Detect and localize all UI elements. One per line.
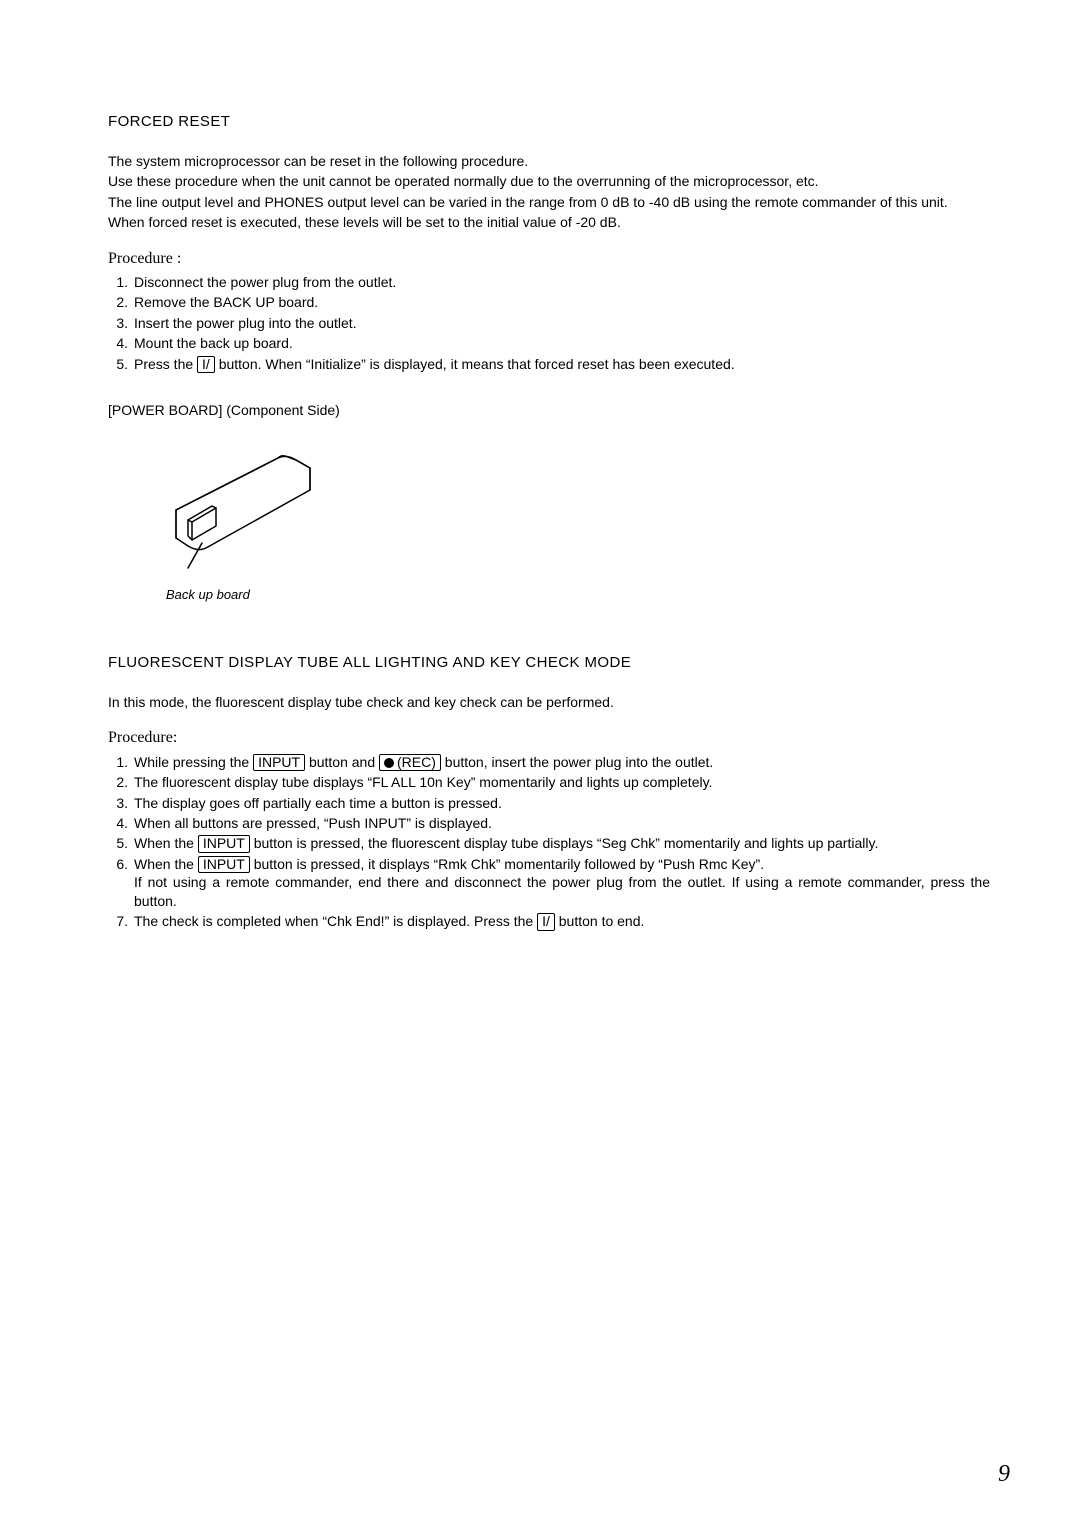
section-title-display-check: FLUORESCENT DISPLAY TUBE ALL LIGHTING AN… <box>108 653 990 673</box>
step-num: 1. <box>108 753 128 771</box>
s2s7-pre: The check is completed when “Chk End!” i… <box>134 913 537 929</box>
s2s1-mid: button and <box>305 754 379 770</box>
board-label: [POWER BOARD] (Component Side) <box>108 401 990 419</box>
step-text: The fluorescent display tube displays “F… <box>134 773 990 791</box>
s2s1-pre: While pressing the <box>134 754 253 770</box>
input-button-icon: INPUT <box>253 754 305 771</box>
rec-button-icon: (REC) <box>379 754 441 771</box>
procedure-list-1: 1. Disconnect the power plug from the out… <box>108 273 990 373</box>
procedure-list-2: 1. While pressing the INPUT button and (… <box>108 753 990 931</box>
step-text: Disconnect the power plug from the outle… <box>134 273 990 291</box>
intro-line: The system microprocessor can be reset i… <box>108 152 990 170</box>
step-num: 2. <box>108 773 128 791</box>
procedure-label-2: Procedure: <box>108 727 990 748</box>
power-button-icon: I/ <box>537 913 555 930</box>
diagram-caption: Back up board <box>166 586 990 603</box>
step-num: 3. <box>108 314 128 332</box>
intro-block-1: The system microprocessor can be reset i… <box>108 152 990 232</box>
power-button-icon: I/ <box>197 356 215 373</box>
s2s7-post: button to end. <box>555 913 645 929</box>
step-num: 6. <box>108 855 128 910</box>
step-text: When the INPUT button is pressed, the fl… <box>134 834 990 852</box>
rec-label: (REC) <box>397 754 436 770</box>
step-num: 5. <box>108 834 128 852</box>
step5-pre: Press the <box>134 356 197 372</box>
intro-line: Use these procedure when the unit cannot… <box>108 172 990 190</box>
s2s1-post: button, insert the power plug into the o… <box>441 754 713 770</box>
step-num: 5. <box>108 355 128 373</box>
s2s6-pre: When the <box>134 856 198 872</box>
step-num: 7. <box>108 912 128 930</box>
step-text: The check is completed when “Chk End!” i… <box>134 912 990 930</box>
step-text: Remove the BACK UP board. <box>134 293 990 311</box>
step-text: While pressing the INPUT button and (REC… <box>134 753 990 771</box>
step-num: 2. <box>108 293 128 311</box>
s2s6-post: button is pressed, it displays “Rmk Chk”… <box>250 856 764 872</box>
intro-line-2: In this mode, the fluorescent display tu… <box>108 693 990 711</box>
step-text: Press the I/ button. When “Initialize” i… <box>134 355 990 373</box>
section-title-forced-reset: FORCED RESET <box>108 112 990 132</box>
s2s5-pre: When the <box>134 835 198 851</box>
s2s6-cont: If not using a remote commander, end the… <box>134 873 990 910</box>
procedure-label-1: Procedure : <box>108 248 990 269</box>
input-button-icon: INPUT <box>198 835 250 852</box>
step-num: 4. <box>108 334 128 352</box>
step-num: 1. <box>108 273 128 291</box>
step-num: 4. <box>108 814 128 832</box>
step-text: When all buttons are pressed, “Push INPU… <box>134 814 990 832</box>
step-text: The display goes off partially each time… <box>134 794 990 812</box>
s2s5-post: button is pressed, the fluorescent displ… <box>250 835 879 851</box>
page-number: 9 <box>998 1461 1010 1488</box>
board-diagram: Back up board <box>158 428 990 604</box>
step5-post: button. When “Initialize” is displayed, … <box>215 356 735 372</box>
step-text: Mount the back up board. <box>134 334 990 352</box>
step-text: Insert the power plug into the outlet. <box>134 314 990 332</box>
intro-line: The line output level and PHONES output … <box>108 193 990 211</box>
step-text: When the INPUT button is pressed, it dis… <box>134 855 990 910</box>
input-button-icon: INPUT <box>198 856 250 873</box>
intro-line: When forced reset is executed, these lev… <box>108 213 990 231</box>
step-num: 3. <box>108 794 128 812</box>
